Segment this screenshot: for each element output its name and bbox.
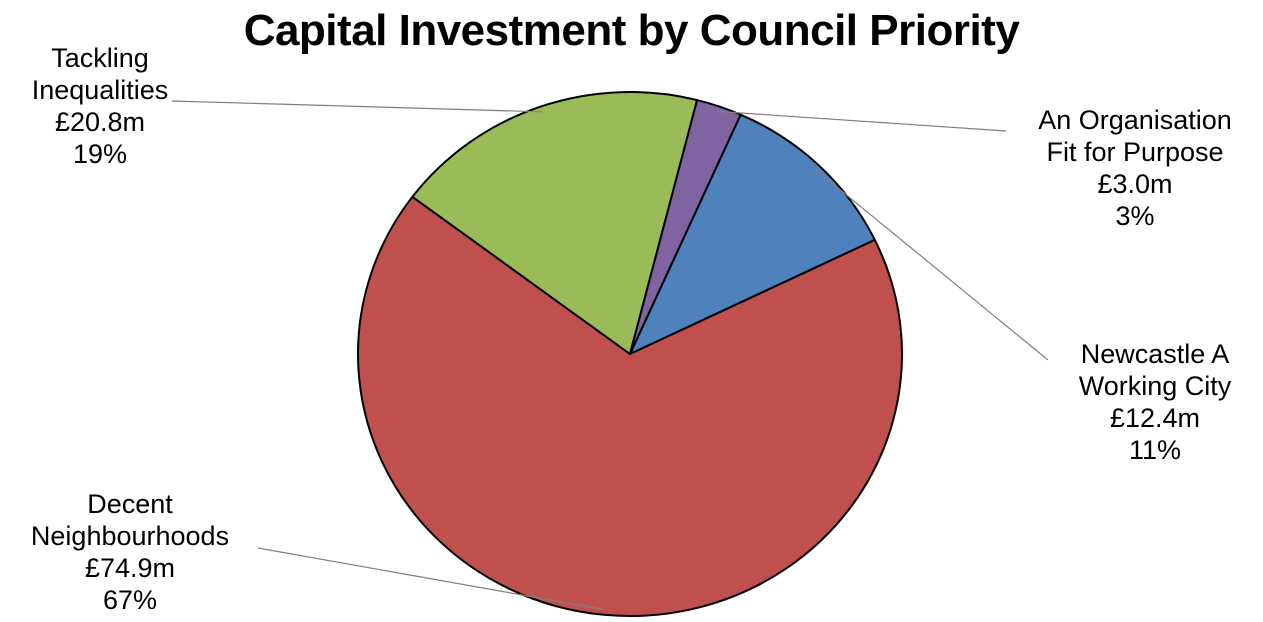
leader-line-3 — [717, 110, 1007, 132]
slice-label-2: Tackling Inequalities £20.8m 19% — [0, 42, 200, 170]
pie-slice-1 — [357, 195, 903, 617]
pie-slice-0 — [629, 113, 876, 355]
slice-label-3: An Organisation Fit for Purpose £3.0m 3% — [1010, 104, 1260, 232]
slice-percent-2: 19% — [72, 139, 128, 169]
leader-line-1 — [257, 547, 605, 611]
slice-label-line-1-1: Neighbourhoods — [30, 521, 230, 551]
slice-percent-3: 3% — [1115, 201, 1155, 231]
leader-line-2 — [171, 100, 542, 113]
slice-label-line-3-1: Fit for Purpose — [1046, 137, 1224, 167]
slice-value-2: £20.8m — [54, 107, 146, 137]
slice-value-0: £12.4m — [1109, 403, 1201, 433]
slice-label-line-0-1: Working City — [1078, 371, 1232, 401]
slice-label-1: Decent Neighbourhoods £74.9m 67% — [0, 488, 260, 616]
slice-value-1: £74.9m — [84, 553, 176, 583]
chart-title: Capital Investment by Council Priority — [243, 6, 1020, 55]
leader-line-0 — [815, 169, 1049, 361]
slice-label-line-1-0: Decent — [87, 489, 173, 519]
slice-label-0: Newcastle A Working City £12.4m 11% — [1050, 338, 1260, 466]
slice-percent-0: 11% — [1128, 435, 1182, 465]
slice-value-3: £3.0m — [1097, 169, 1173, 199]
slice-label-line-2-0: Tackling — [51, 43, 149, 73]
slice-percent-1: 67% — [102, 585, 158, 615]
slice-label-line-0-0: Newcastle A — [1080, 339, 1230, 369]
pie-slice-3 — [629, 99, 742, 355]
pie-slice-2 — [411, 90, 699, 355]
slice-label-line-2-1: Inequalities — [31, 75, 169, 105]
slice-label-line-3-0: An Organisation — [1038, 105, 1232, 135]
